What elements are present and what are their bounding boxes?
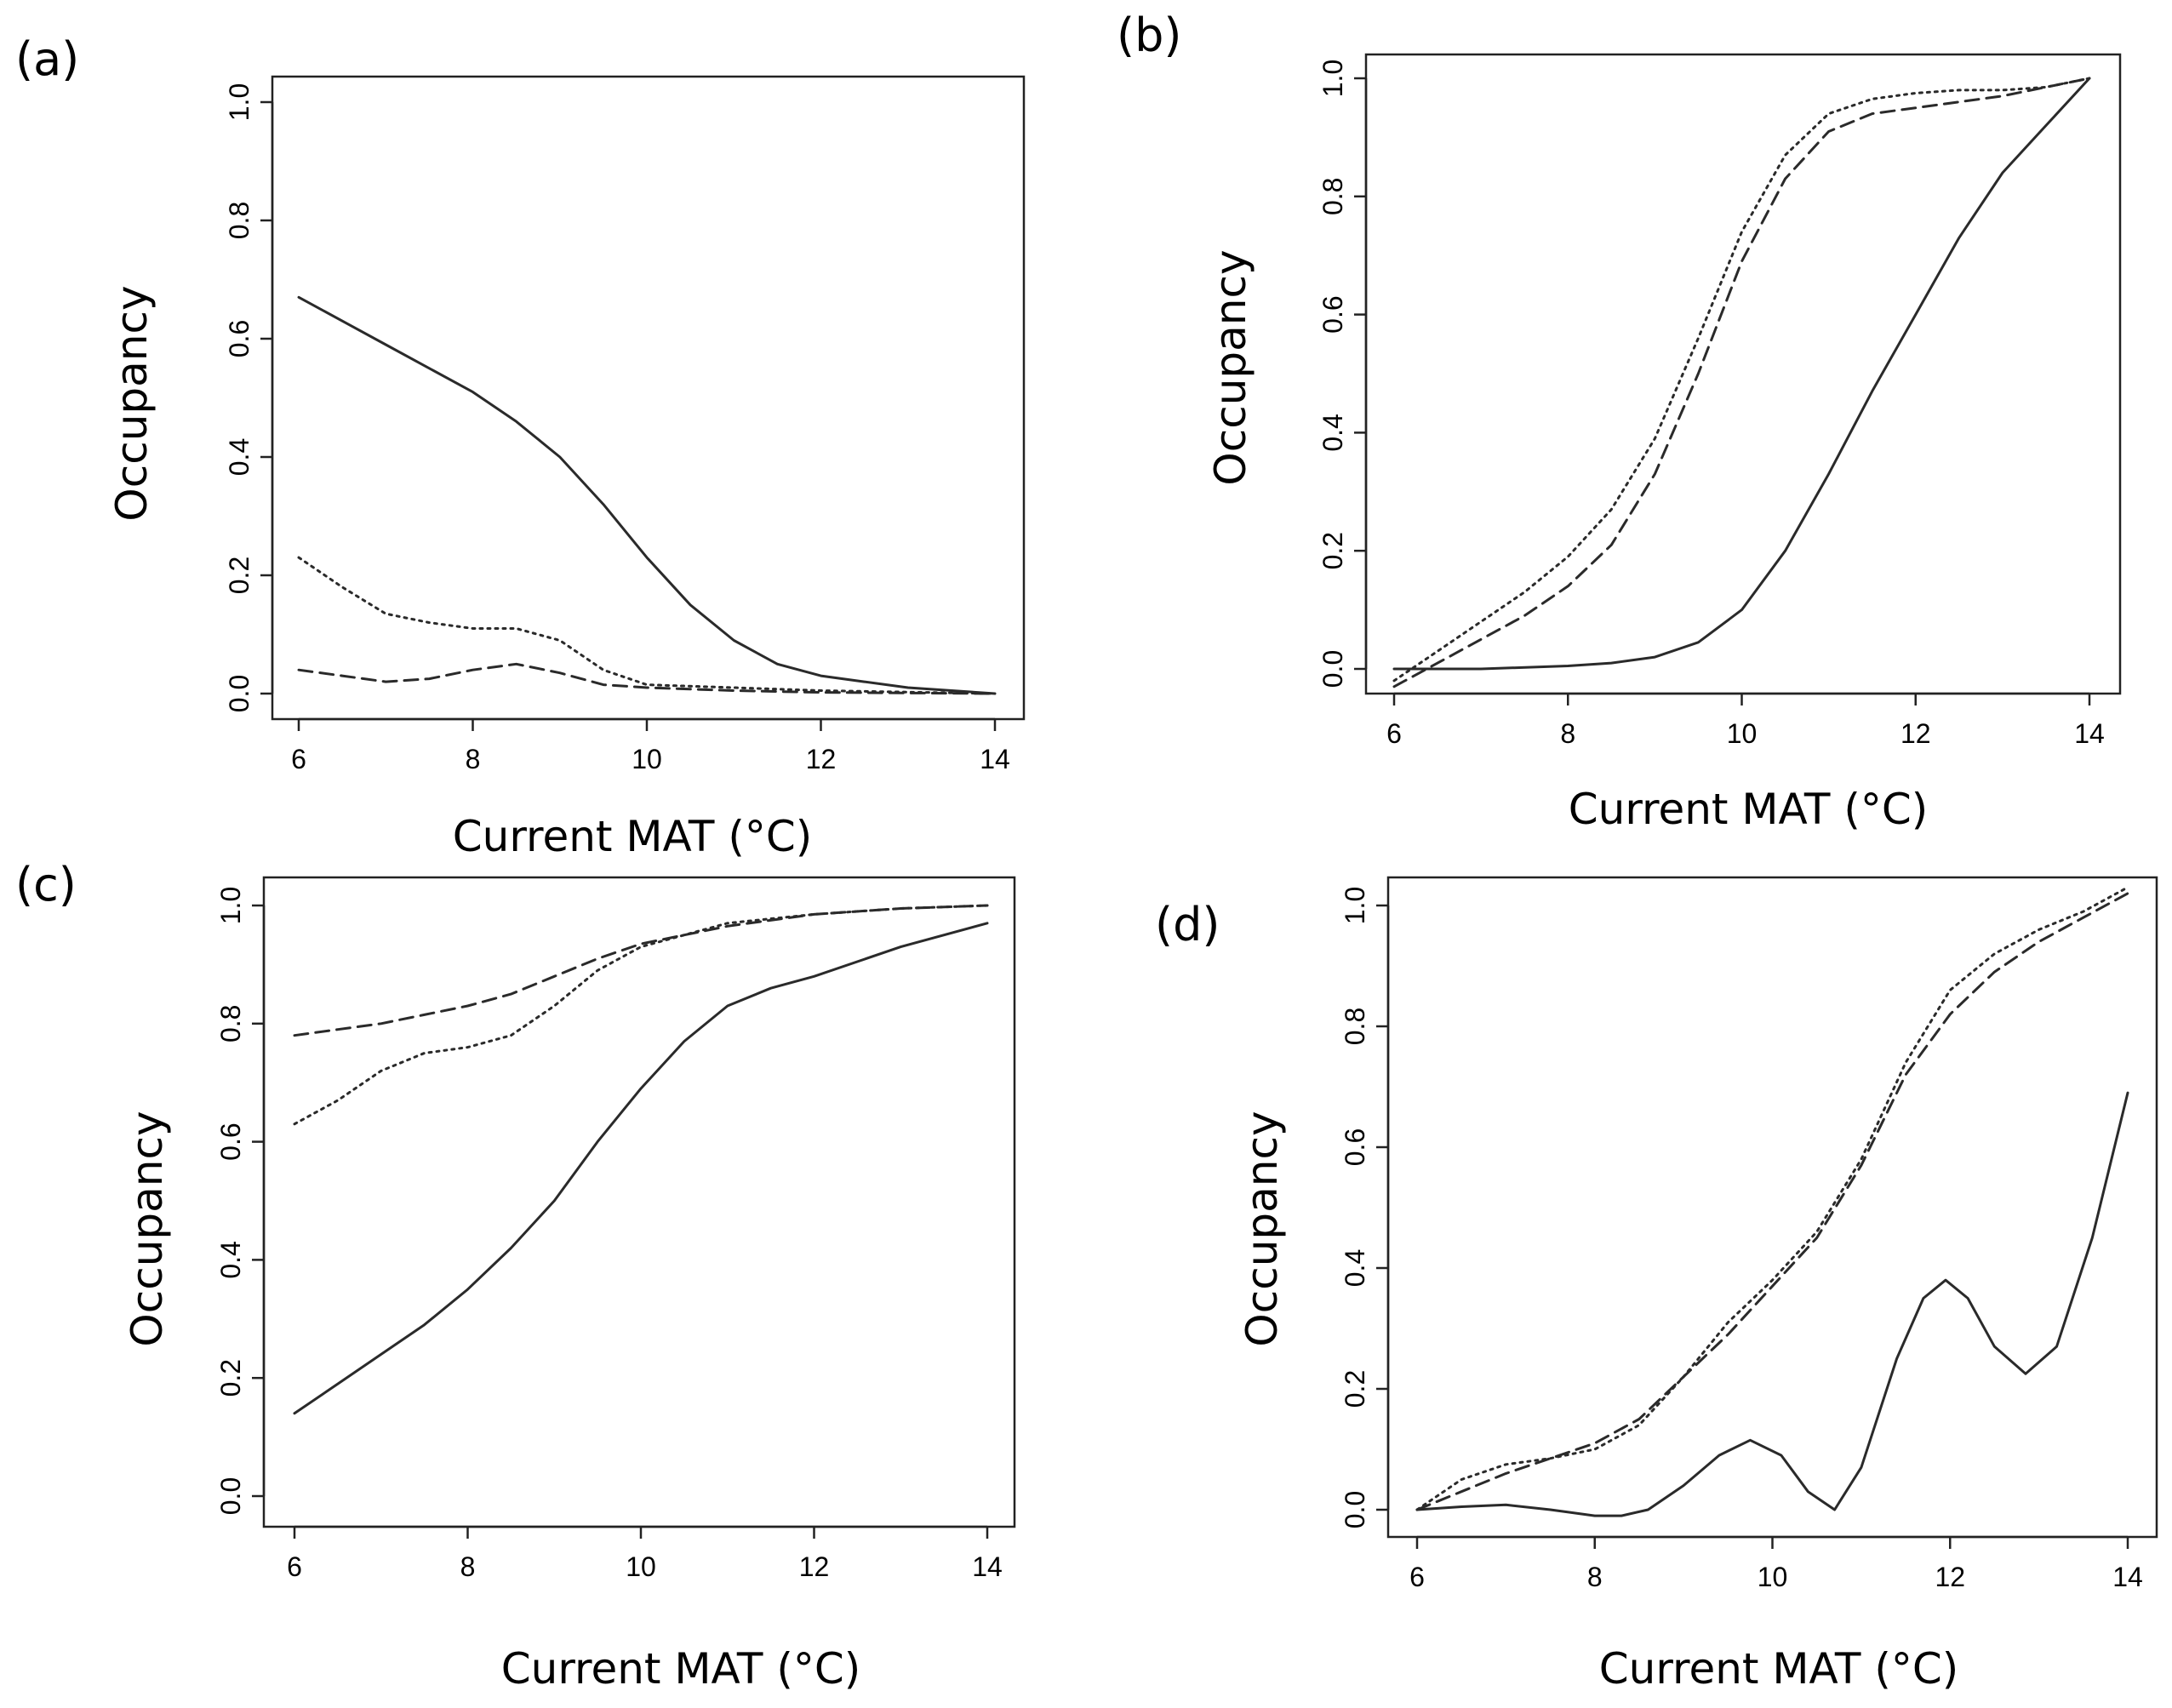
panel-a-y-tick-label: 1.0 [224,83,254,121]
panel-b-y-axis: 0.0 0.2 0.4 0.6 0.8 1.0 [1317,60,1368,688]
panel-d-x-tick-label: 10 [1758,1562,1788,1592]
panel-c-series-dotted [293,904,989,1126]
panel-c-x-tick-label: 6 [287,1551,302,1582]
panel-c-y-tick-label: 0.8 [215,1005,246,1043]
panel-a-series-dotted [297,556,997,695]
panel-b-y-tick-label: 1.0 [1317,60,1348,97]
panel-a-x-tick-label: 12 [806,744,837,774]
panel-c-y-axis: 0.0 0.2 0.4 0.6 0.8 1.0 [215,887,266,1515]
panel-a-ylabel: Occupancy [107,285,157,521]
panel-a: (a) Occupancy Current MAT (°C) 6 8 10 12 14 … [15,32,1026,861]
panel-b-x-tick-label: 12 [1900,718,1931,749]
panel-a-xlabel: Current MAT (°C) [453,812,813,861]
panel-b-series-solid [1392,77,2091,671]
panel-a-x-axis: 6 8 10 12 14 [291,717,1010,774]
panel-d-y-tick-label: 1.0 [1340,887,1370,924]
panel-a-y-axis: 0.0 0.2 0.4 0.6 0.8 1.0 [224,83,274,712]
panel-a-x-tick-label: 6 [291,744,306,774]
panel-b-series-dotted [1392,77,2091,683]
panel-d-series-dashed [1415,892,2129,1511]
panel-a-series-solid [297,295,997,695]
panel-b-ylabel: Occupancy [1206,249,1255,485]
panel-c-x-tick-label: 12 [799,1551,830,1582]
panel-a-y-tick-label: 0.4 [224,438,254,476]
panel-b-x-tick-label: 8 [1560,718,1575,749]
panel-b: (b) Occupancy Current MAT (°C) 6 8 10 12 14 … [1117,9,2122,834]
panel-a-x-tick-label: 8 [466,744,481,774]
panel-b-y-tick-label: 0.4 [1317,414,1348,451]
panel-c-label: (c) [15,858,77,911]
panel-a-y-tick-label: 0.0 [224,675,254,712]
panel-d-series [1415,886,2129,1517]
panel-a-y-tick-label: 0.6 [224,320,254,357]
panel-a-label: (a) [15,32,79,86]
panel-d-label: (d) [1155,898,1220,951]
panel-d-x-tick-label: 6 [1409,1562,1425,1592]
panel-a-y-tick-label: 0.8 [224,202,254,239]
panel-d: (d) Occupancy Current MAT (°C) 6 8 10 12 14 … [1155,876,2158,1694]
panel-d-y-tick-label: 0.8 [1340,1008,1370,1045]
panel-d-x-tick-label: 8 [1587,1562,1603,1592]
panel-b-x-tick-label: 10 [1727,718,1758,749]
panel-c-x-tick-label: 10 [626,1551,656,1582]
panel-a-x-tick-label: 10 [632,744,662,774]
panel-d-x-tick-label: 14 [2112,1562,2143,1592]
panel-a-y-tick-label: 0.2 [224,557,254,594]
panel-b-y-tick-label: 0.2 [1317,532,1348,569]
panel-d-y-tick-label: 0.2 [1340,1370,1370,1408]
panel-b-series [1392,77,2091,688]
panel-d-y-tick-label: 0.6 [1340,1128,1370,1166]
panel-b-label: (b) [1117,9,1181,62]
panel-d-y-tick-label: 0.0 [1340,1491,1370,1528]
panel-b-x-tick-label: 6 [1386,718,1402,749]
panel-c-series [293,904,989,1415]
panel-b-x-tick-label: 14 [2074,718,2105,749]
panel-c-y-tick-label: 0.6 [215,1122,246,1160]
panel-c-x-tick-label: 8 [460,1551,476,1582]
panel-b-series-dashed [1392,77,2091,688]
panel-c-y-tick-label: 0.0 [215,1477,246,1515]
panel-c-y-tick-label: 0.2 [215,1359,246,1397]
panel-a-series-dashed [297,662,997,695]
panel-c-ylabel: Occupancy [123,1111,172,1346]
panel-c-y-tick-label: 1.0 [215,887,246,924]
panel-c-series-solid [293,922,989,1415]
panel-a-series [297,295,997,695]
panel-b-x-axis: 6 8 10 12 14 [1386,692,2105,749]
panel-d-series-solid [1415,1091,2129,1517]
panel-d-y-tick-label: 0.4 [1340,1249,1370,1287]
panel-b-y-tick-label: 0.0 [1317,650,1348,688]
panel-b-xlabel: Current MAT (°C) [1569,785,1929,834]
panel-c-x-axis: 6 8 10 12 14 [287,1525,1003,1582]
panel-c-xlabel: Current MAT (°C) [501,1644,861,1694]
panel-b-y-tick-label: 0.8 [1317,178,1348,215]
panel-c-y-tick-label: 0.4 [215,1241,246,1278]
panel-d-xlabel: Current MAT (°C) [1599,1644,1959,1694]
panel-c: (c) Occupancy Current MAT (°C) 6 8 10 12 14 … [15,858,1016,1694]
panel-c-x-tick-label: 14 [972,1551,1003,1582]
panel-d-series-dotted [1415,886,2129,1511]
panel-d-y-axis: 0.0 0.2 0.4 0.6 0.8 1.0 [1340,887,1390,1528]
panel-c-series-dashed [293,904,989,1037]
panel-d-x-axis: 6 8 10 12 14 [1409,1535,2143,1592]
panel-d-ylabel: Occupancy [1237,1111,1287,1346]
panel-d-x-tick-label: 12 [1935,1562,1965,1592]
panel-a-x-tick-label: 14 [980,744,1010,774]
panel-b-y-tick-label: 0.6 [1317,295,1348,333]
